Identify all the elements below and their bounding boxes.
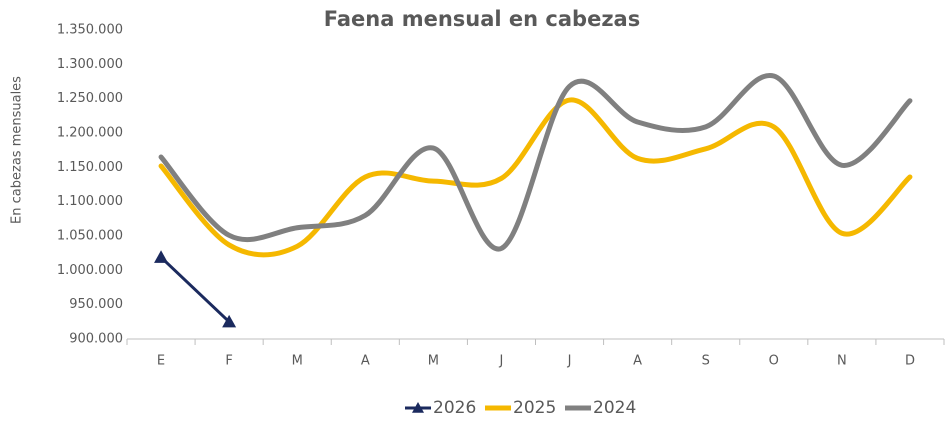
x-tick-label: E bbox=[157, 354, 165, 369]
x-tick-label: J bbox=[567, 354, 572, 369]
x-tick-label: M bbox=[428, 354, 439, 369]
series-line bbox=[159, 255, 231, 324]
x-tick-label: A bbox=[361, 354, 370, 369]
y-tick-label: 900.000 bbox=[69, 332, 123, 347]
x-tick-label: S bbox=[702, 354, 710, 369]
legend-marker bbox=[412, 402, 424, 413]
y-tick-label: 1.250.000 bbox=[57, 91, 123, 106]
y-tick-label: 1.100.000 bbox=[57, 194, 123, 209]
y-tick-label: 1.300.000 bbox=[57, 57, 123, 72]
legend-label: 2026 bbox=[433, 398, 476, 418]
x-tick-label: F bbox=[225, 354, 232, 369]
x-tick-label: D bbox=[905, 354, 915, 369]
y-axis-label: En cabezas mensuales bbox=[10, 76, 25, 224]
chart-title: Faena mensual en cabezas bbox=[324, 7, 640, 31]
series-line bbox=[158, 73, 913, 252]
x-tick-label: A bbox=[633, 354, 642, 369]
x-tick-label: N bbox=[837, 354, 847, 369]
y-tick-label: 1.050.000 bbox=[57, 229, 123, 244]
x-tick-label: J bbox=[499, 354, 504, 369]
point-marker bbox=[222, 314, 237, 328]
x-tick-label: M bbox=[292, 354, 303, 369]
point-marker bbox=[154, 250, 169, 263]
y-tick-label: 1.150.000 bbox=[57, 160, 123, 175]
legend-label: 2024 bbox=[593, 398, 636, 418]
y-tick-label: 1.350.000 bbox=[57, 23, 123, 38]
series-line bbox=[158, 97, 913, 258]
y-tick-label: 950.000 bbox=[69, 297, 123, 312]
y-tick-label: 1.000.000 bbox=[57, 263, 123, 278]
legend-label: 2025 bbox=[513, 398, 556, 418]
y-tick-label: 1.200.000 bbox=[57, 126, 123, 141]
x-tick-label: O bbox=[769, 354, 779, 369]
